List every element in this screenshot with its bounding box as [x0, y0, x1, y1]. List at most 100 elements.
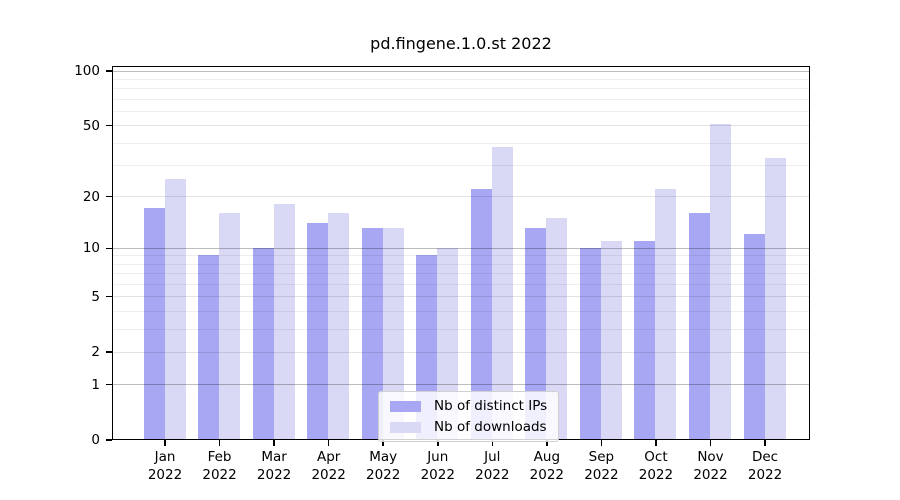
y-tick-100 [106, 70, 112, 72]
x-label-year: 2022 [366, 467, 401, 483]
x-label-month: Apr [316, 449, 341, 465]
bar-aug-distinct-ips [525, 228, 547, 439]
x-label-month: Jun [427, 449, 449, 465]
x-tick-mar [273, 440, 275, 446]
x-label-year: 2022 [584, 467, 619, 483]
y-tick-2 [106, 351, 112, 353]
y-tick-10 [106, 247, 112, 250]
x-label-year: 2022 [147, 467, 183, 483]
x-tick-oct [655, 440, 657, 446]
x-tick-label-aug: Aug 2022 [512, 448, 582, 484]
gridline-3 [113, 328, 809, 330]
y-tick-label-5: 5 [91, 288, 100, 305]
x-tick-label-may: May 2022 [348, 448, 418, 484]
y-tick-label-100: 100 [74, 63, 100, 79]
bar-nov-distinct-ips [689, 212, 710, 439]
gridline-8 [113, 263, 809, 265]
gridline-60 [113, 110, 809, 112]
x-tick-label-oct: Oct 2022 [621, 448, 691, 484]
x-label-year: 2022 [420, 467, 455, 483]
bar-jul-distinct-ips [470, 188, 492, 439]
gridline-1 [113, 384, 809, 386]
x-label-month: Feb [207, 449, 232, 465]
x-tick-jun [437, 440, 439, 446]
y-tick-5 [106, 295, 112, 298]
x-tick-label-jul: Jul 2022 [457, 448, 527, 484]
y-tick-label-1: 1 [91, 376, 100, 393]
gridline-50 [113, 125, 809, 127]
x-label-month: May [369, 449, 398, 465]
x-label-month: Jan [154, 449, 176, 465]
bar-feb-distinct-ips [198, 255, 220, 439]
bar-mar-distinct-ips [252, 247, 274, 439]
legend-item-distinct-ips: Nb of distinct IPs [390, 398, 547, 414]
x-label-year: 2022 [256, 467, 292, 483]
legend: Nb of distinct IPs Nb of downloads [378, 391, 560, 442]
gridline-90 [113, 78, 809, 80]
y-tick-0 [106, 439, 112, 441]
x-tick-label-apr: Apr 2022 [294, 448, 364, 484]
chart-title: pd.fingene.1.0.st 2022 [370, 34, 552, 53]
bar-sep-downloads [600, 240, 622, 439]
gridline-4 [113, 310, 809, 312]
x-tick-jul [491, 440, 494, 446]
x-label-month: Jul [484, 449, 501, 465]
bar-aug-downloads [546, 217, 568, 439]
legend-swatch-downloads [390, 421, 421, 433]
x-tick-label-nov: Nov 2022 [676, 448, 746, 484]
bar-dec-downloads [764, 157, 786, 439]
bar-sep-distinct-ips [579, 247, 601, 439]
x-label-month: Nov [697, 449, 724, 465]
gridline-20 [113, 196, 809, 198]
x-label-month: Mar [261, 449, 287, 465]
bar-apr-downloads [328, 212, 350, 439]
gridline-6 [113, 283, 809, 285]
legend-label-downloads: Nb of downloads [434, 419, 547, 435]
x-label-month: Aug [533, 449, 561, 465]
y-tick-1 [106, 383, 112, 386]
x-tick-label-dec: Dec 2022 [730, 448, 800, 484]
gridline-70 [113, 98, 809, 100]
x-tick-label-feb: Feb 2022 [185, 448, 255, 484]
x-tick-aug [546, 440, 548, 446]
bar-oct-distinct-ips [634, 240, 656, 439]
legend-label-distinct-ips: Nb of distinct IPs [434, 398, 548, 414]
y-tick-20 [106, 195, 112, 198]
x-tick-may [382, 440, 384, 446]
bar-feb-downloads [219, 212, 241, 439]
bar-may-downloads [382, 228, 404, 439]
gridline-7 [113, 273, 809, 275]
bar-apr-distinct-ips [307, 222, 329, 439]
bar-jul-downloads [491, 146, 513, 439]
gridline-80 [113, 88, 809, 90]
x-tick-nov [709, 440, 712, 446]
bar-oct-downloads [655, 188, 677, 439]
x-label-month: Dec [751, 449, 779, 465]
x-label-year: 2022 [475, 467, 510, 483]
x-label-year: 2022 [529, 467, 565, 483]
gridline-9 [113, 255, 809, 257]
y-tick-label-20: 20 [82, 188, 100, 205]
gridline-10 [113, 247, 809, 249]
gridline-40 [113, 142, 809, 144]
bar-jan-distinct-ips [143, 208, 165, 439]
x-tick-sep [600, 440, 603, 446]
x-label-year: 2022 [693, 467, 728, 483]
gridline-100 [113, 70, 809, 72]
y-tick-50 [106, 124, 112, 127]
x-tick-label-mar: Mar 2022 [239, 448, 309, 484]
bar-mar-downloads [273, 204, 295, 439]
bar-may-distinct-ips [361, 228, 383, 439]
x-label-month: Sep [588, 449, 615, 465]
y-tick-label-0: 0 [91, 432, 100, 448]
x-tick-jan [164, 440, 166, 446]
x-label-year: 2022 [311, 467, 346, 483]
x-tick-label-jan: Jan 2022 [130, 448, 200, 484]
legend-swatch-distinct-ips [390, 400, 421, 412]
x-tick-feb [218, 440, 221, 446]
x-label-month: Oct [644, 449, 668, 465]
gridline-5 [113, 296, 809, 298]
bar-dec-distinct-ips [743, 234, 765, 439]
y-tick-label-10: 10 [82, 240, 100, 257]
x-tick-label-sep: Sep 2022 [566, 448, 636, 484]
